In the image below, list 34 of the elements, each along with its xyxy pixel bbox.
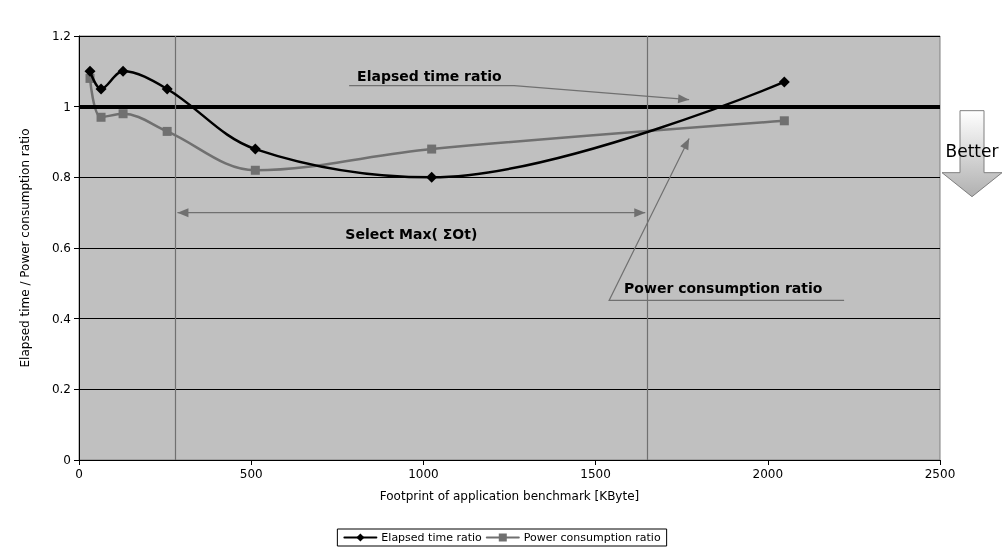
x-tick-label: 500 bbox=[239, 467, 263, 481]
point bbox=[778, 76, 790, 88]
x-tick-label: 0 bbox=[75, 467, 83, 481]
y-tick-label: 0.6 bbox=[51, 241, 71, 255]
x-tick-label: 2500 bbox=[924, 467, 956, 481]
point bbox=[161, 83, 173, 95]
legend-label: Power consumption ratio bbox=[523, 531, 661, 544]
point bbox=[162, 126, 172, 136]
x-tick-label: 1000 bbox=[408, 467, 439, 481]
y-tick-label: 1.2 bbox=[51, 29, 71, 43]
annotation: Select Max( ΣOt) bbox=[345, 225, 478, 242]
point bbox=[249, 143, 261, 155]
point bbox=[95, 83, 107, 95]
point bbox=[96, 112, 106, 122]
text: Better bbox=[945, 140, 999, 161]
y-tick-label: 0.4 bbox=[51, 311, 71, 326]
x-axis-title: Footprint of application benchmark [KByte] bbox=[379, 489, 640, 503]
y-tick-label: 1 bbox=[63, 99, 71, 114]
annotation: Elapsed time ratio bbox=[357, 67, 502, 84]
annotation: Power consumption ratio bbox=[624, 280, 823, 297]
x-tick-label: 2000 bbox=[752, 467, 784, 481]
point bbox=[84, 65, 96, 77]
y-tick-label: 0 bbox=[63, 453, 71, 467]
point bbox=[426, 171, 438, 183]
x-tick-label: 1500 bbox=[580, 467, 611, 481]
legend-label: Elapsed time ratio bbox=[381, 531, 483, 544]
point bbox=[250, 165, 260, 175]
y-axis-title: Elapsed time / Power consumption ratio bbox=[18, 128, 32, 368]
point bbox=[117, 65, 129, 77]
point bbox=[779, 116, 789, 126]
point bbox=[427, 144, 437, 154]
y-tick-label: 0.2 bbox=[51, 382, 71, 397]
point bbox=[118, 109, 128, 119]
y-tick-label: 0.8 bbox=[51, 170, 71, 185]
